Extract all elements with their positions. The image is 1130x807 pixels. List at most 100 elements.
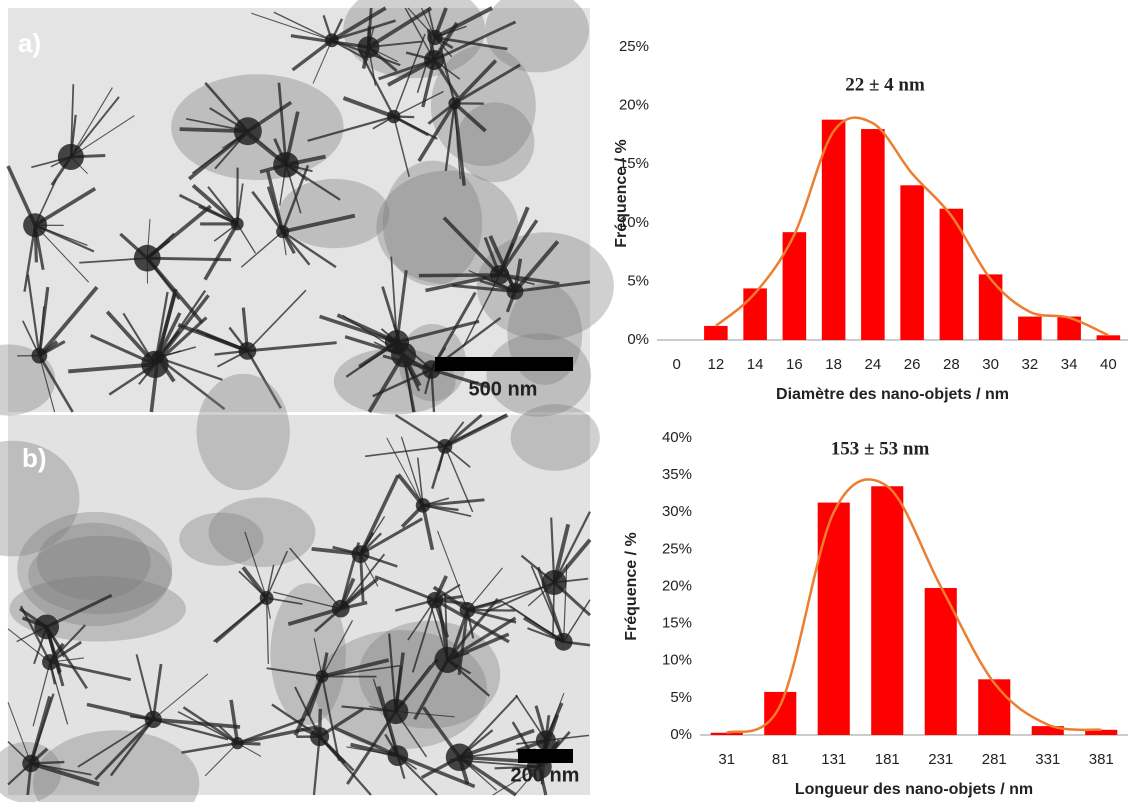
tem-core <box>58 144 84 170</box>
y-tick-label: 30% <box>662 503 692 520</box>
bar <box>704 326 728 340</box>
tem-core <box>239 342 257 360</box>
bar <box>1018 317 1042 340</box>
tem-core <box>32 348 48 364</box>
x-tick-label: 131 <box>821 751 846 768</box>
tem-core <box>416 498 431 513</box>
tem-spike <box>419 275 500 276</box>
y-tick-label: 35% <box>662 466 692 483</box>
y-tick-label: 20% <box>662 577 692 594</box>
y-tick-label: 5% <box>670 689 692 706</box>
tem-blob <box>511 404 600 471</box>
x-tick-label: 28 <box>943 356 960 373</box>
bar <box>711 733 743 735</box>
tem-core <box>22 755 39 772</box>
tem-core <box>325 33 339 47</box>
x-tick-label: 40 <box>1100 356 1117 373</box>
tem-core <box>332 600 350 618</box>
x-axis-label: Diamètre des nano-objets / nm <box>776 386 1009 403</box>
tem-core <box>23 213 47 237</box>
x-tick-label: 181 <box>875 751 900 768</box>
bar <box>822 120 846 340</box>
tem-blob <box>197 374 290 490</box>
x-tick-label: 231 <box>928 751 953 768</box>
scale-bar <box>435 357 573 371</box>
chart-title: 153 ± 53 nm <box>831 438 930 459</box>
x-tick-label: 0 <box>672 356 680 373</box>
tem-core <box>316 670 329 683</box>
tem-core <box>273 152 299 178</box>
x-tick-label: 331 <box>1035 751 1060 768</box>
tem-core <box>310 727 329 746</box>
y-tick-label: 25% <box>619 38 649 55</box>
tem-core <box>424 50 444 70</box>
tem-core <box>427 592 443 608</box>
tem-core <box>34 614 59 639</box>
x-tick-label: 26 <box>904 356 921 373</box>
x-tick-label: 24 <box>865 356 882 373</box>
x-tick-label: 18 <box>825 356 842 373</box>
x-tick-label: 81 <box>772 751 789 768</box>
y-tick-label: 0% <box>670 726 692 743</box>
y-tick-label: 10% <box>619 214 649 231</box>
bar <box>900 185 924 340</box>
scale-label: 500 nm <box>469 378 538 400</box>
tem-blob <box>179 513 263 566</box>
scale-label: 200 nm <box>511 764 580 786</box>
tem-blob <box>17 512 172 626</box>
y-tick-label: 15% <box>662 615 692 632</box>
bar <box>871 486 903 735</box>
tem-core <box>387 110 400 123</box>
y-tick-label: 0% <box>627 331 649 348</box>
y-tick-label: 5% <box>627 272 649 289</box>
y-tick-label: 20% <box>619 97 649 114</box>
tem-core <box>231 217 244 230</box>
chart-title: 22 ± 4 nm <box>845 74 925 95</box>
x-tick-label: 381 <box>1089 751 1114 768</box>
tem-core <box>276 225 289 238</box>
bar <box>1097 335 1121 340</box>
tem-blob <box>279 179 390 248</box>
y-tick-label: 15% <box>619 155 649 172</box>
bar <box>818 503 850 735</box>
bar <box>743 288 767 340</box>
tem-core <box>134 245 161 272</box>
tem-blob <box>486 333 591 417</box>
x-tick-label: 34 <box>1061 356 1078 373</box>
y-tick-label: 25% <box>662 540 692 557</box>
x-tick-label: 30 <box>982 356 999 373</box>
tem-core <box>448 97 460 109</box>
y-tick-label: 10% <box>662 652 692 669</box>
scale-bar <box>518 749 573 763</box>
tem-core <box>387 745 408 766</box>
x-tick-label: 31 <box>718 751 735 768</box>
x-tick-label: 14 <box>747 356 764 373</box>
bar <box>979 274 1003 340</box>
tem-core <box>555 633 573 651</box>
y-axis-label: Fréquence / % <box>623 532 640 640</box>
tem-core <box>231 737 243 749</box>
panel-label: b) <box>22 443 47 473</box>
x-tick-label: 281 <box>982 751 1007 768</box>
tem-core <box>507 283 524 300</box>
tem-core <box>446 744 473 771</box>
tem-core <box>438 439 453 454</box>
y-tick-label: 40% <box>662 429 692 446</box>
tem-core <box>145 711 162 728</box>
bar <box>978 679 1010 735</box>
bar <box>861 129 885 340</box>
panel-label: a) <box>18 28 41 58</box>
x-tick-label: 12 <box>708 356 725 373</box>
tem-core <box>385 330 409 354</box>
tem-core <box>152 351 164 363</box>
x-tick-label: 16 <box>786 356 803 373</box>
x-axis-label: Longueur des nano-objets / nm <box>795 781 1033 798</box>
bar <box>764 692 796 735</box>
tem-core <box>260 591 274 605</box>
tem-core <box>536 730 556 750</box>
x-tick-label: 32 <box>1022 356 1039 373</box>
tem-core <box>434 647 460 673</box>
tem-core <box>358 36 380 58</box>
